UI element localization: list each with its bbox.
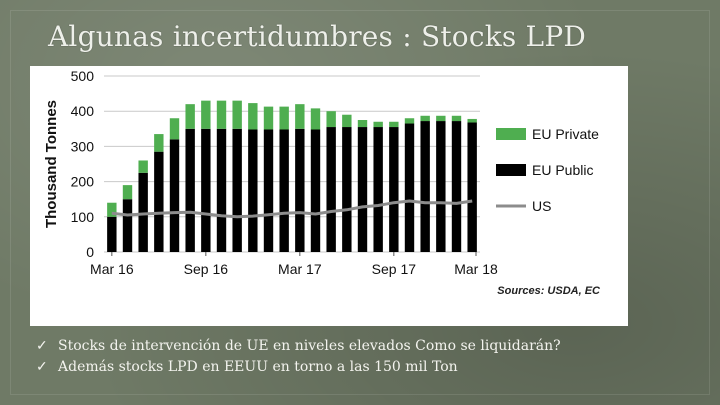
bar-eu-private (357, 120, 368, 128)
y-tick-label: 200 (71, 174, 95, 190)
bar-eu-private (263, 106, 274, 130)
y-tick-label: 100 (71, 209, 95, 225)
stocks-chart: 0 100 200 300 400 500 Thousand Tonnes Mar 16 Sep… (43, 68, 601, 297)
bar-eu-private (342, 114, 352, 128)
bar-eu-private (451, 115, 462, 122)
legend-label: US (532, 198, 551, 214)
bar-eu-public (467, 122, 477, 252)
y-tick-label: 500 (71, 68, 95, 84)
bar-eu-public (310, 129, 321, 252)
bar-eu-private (279, 106, 289, 130)
bar-eu-private (389, 121, 399, 128)
checkmark-icon: ✓ (36, 338, 48, 354)
legend-swatch (496, 164, 526, 176)
slide-title: Algunas incertidumbres : Stocks LPD (48, 20, 587, 53)
bullet-item: ✓ Stocks de intervención de UE en nivele… (36, 336, 696, 357)
bar-eu-public (436, 121, 446, 252)
x-tick-label: Mar 18 (454, 261, 498, 277)
bar-eu-private (248, 103, 258, 130)
bar-eu-private (467, 118, 477, 123)
bar-eu-public (451, 121, 462, 252)
bar-eu-private (420, 115, 430, 122)
bar-eu-public (216, 128, 227, 252)
x-tick-label: Sep 16 (184, 261, 229, 277)
bar-eu-public (154, 151, 164, 252)
y-tick-label: 400 (71, 103, 95, 119)
bar-eu-private (404, 118, 415, 124)
bar-eu-public (138, 172, 148, 252)
bar-eu-public (326, 127, 336, 252)
bullet-text: Además stocks LPD en EEUU en torno a las… (58, 359, 458, 375)
bar-eu-private (216, 100, 227, 129)
bar-eu-private (107, 202, 117, 217)
bar-eu-public (169, 139, 180, 252)
bar-eu-private (154, 134, 164, 152)
bar-eu-public (263, 129, 274, 252)
legend-label: EU Public (532, 162, 593, 178)
y-axis-label: Thousand Tonnes (43, 100, 60, 228)
bar-eu-public (185, 128, 195, 252)
bar-eu-public (107, 216, 117, 252)
bar-eu-private (310, 108, 321, 130)
bar-eu-private (201, 100, 211, 129)
bar-eu-public (201, 128, 211, 252)
slide-frame (10, 10, 710, 395)
bar-eu-private (326, 111, 336, 128)
bar-eu-public (279, 129, 289, 252)
bar-eu-public (420, 121, 430, 252)
x-tick-label: Mar 17 (278, 261, 322, 277)
bar-eu-private (122, 185, 133, 200)
y-tick-label: 300 (71, 138, 95, 154)
bar-eu-public (248, 129, 258, 252)
bar-eu-public (295, 128, 305, 252)
bar-eu-private (373, 121, 383, 128)
bar-eu-public (357, 127, 368, 252)
chart-source: Sources: USDA, EC (497, 285, 601, 297)
x-tick-label: Sep 17 (372, 261, 417, 277)
bar-eu-private (436, 115, 446, 122)
bar-eu-private (232, 100, 242, 129)
bullet-list: ✓ Stocks de intervención de UE en nivele… (36, 336, 696, 378)
bar-eu-private (138, 160, 148, 173)
bullet-item: ✓ Además stocks LPD en EEUU en torno a l… (36, 357, 696, 378)
bar-eu-private (295, 104, 305, 129)
y-tick-label: 0 (86, 244, 94, 260)
legend-label: EU Private (532, 126, 599, 142)
bar-eu-public (389, 127, 399, 252)
bar-eu-private (169, 118, 180, 140)
bullet-text: Stocks de intervención de UE en niveles … (58, 338, 561, 354)
bar-eu-public (122, 199, 133, 252)
checkmark-icon: ✓ (36, 359, 48, 375)
bar-eu-public (342, 127, 352, 252)
x-tick-label: Mar 16 (90, 261, 134, 277)
bar-eu-public (373, 127, 383, 252)
bar-eu-private (185, 104, 195, 129)
bar-eu-public (404, 123, 415, 252)
legend-swatch (496, 128, 526, 140)
line-us (111, 199, 473, 219)
bar-eu-public (232, 128, 242, 252)
chart-panel: 0 100 200 300 400 500 Thousand Tonnes Mar 16 Sep… (30, 66, 628, 326)
